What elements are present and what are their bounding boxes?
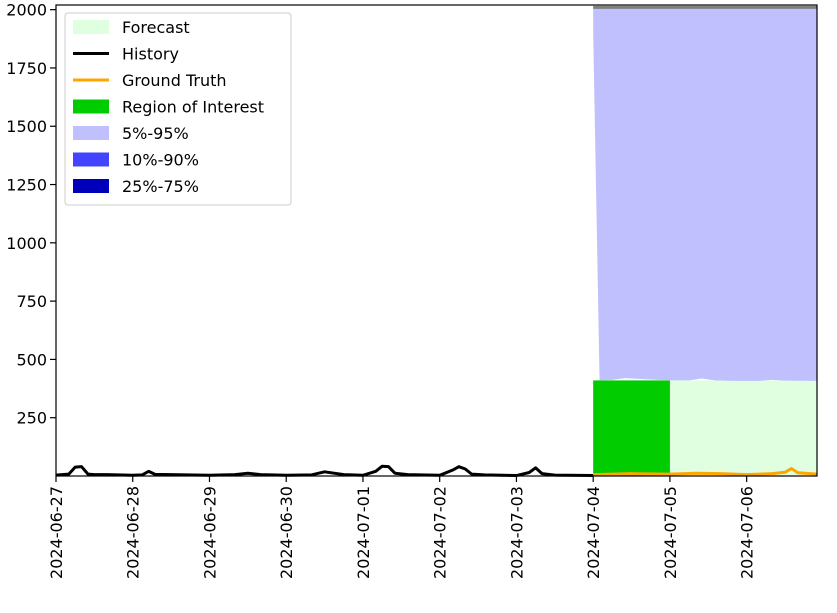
y-tick-label: 750 (16, 292, 47, 311)
legend-label: Ground Truth (122, 71, 227, 90)
axes: 250 500 750 1000 1250 1500 1750 2000 2024-06-27 2… (6, 1, 818, 579)
legend-box (64, 12, 292, 206)
x-tick-label: 2024-07-03 (507, 486, 526, 579)
legend-swatch (73, 99, 109, 114)
legend-label: 10%-90% (122, 151, 199, 170)
legend-label: Region of Interest (122, 98, 264, 117)
x-tick-label: 2024-06-29 (200, 486, 219, 579)
x-tick-label: 2024-07-04 (584, 486, 603, 579)
region-of-interest (593, 380, 670, 476)
x-tick-label: 2024-07-06 (738, 486, 757, 579)
band-5-95 (593, 7, 817, 381)
y-tick-label: 1250 (6, 176, 47, 195)
history-line (55, 464, 594, 478)
ground-truth-line (593, 467, 818, 477)
legend-swatch (73, 152, 109, 167)
legend-label: History (122, 45, 179, 64)
x-tick-label: 2024-06-28 (124, 486, 143, 579)
x-tick-label: 2024-06-27 (47, 486, 66, 579)
plot-area (55, 5, 818, 478)
x-tick-label: 2024-07-05 (661, 486, 680, 579)
axes-frame (55, 4, 818, 477)
y-tick-label: 500 (16, 350, 47, 369)
y-tick-label: 250 (16, 409, 47, 428)
legend-swatch (73, 20, 109, 34)
legend: Forecast History Ground Truth Region of Int… (64, 12, 292, 206)
legend-swatch (73, 179, 109, 193)
y-tick-label: 1500 (6, 117, 47, 136)
legend-swatch (73, 126, 109, 140)
x-tick-label: 2024-07-02 (431, 486, 450, 579)
x-tick-label: 2024-07-01 (354, 486, 373, 579)
x-tick-label: 2024-06-30 (277, 486, 296, 579)
y-tick-label: 1000 (6, 234, 47, 253)
y-tick-label: 1750 (6, 59, 47, 78)
y-tick-label: 2000 (6, 1, 47, 20)
legend-label: 5%-95% (122, 124, 189, 143)
legend-label: Forecast (122, 18, 190, 37)
legend-label: 25%-75% (122, 177, 199, 196)
